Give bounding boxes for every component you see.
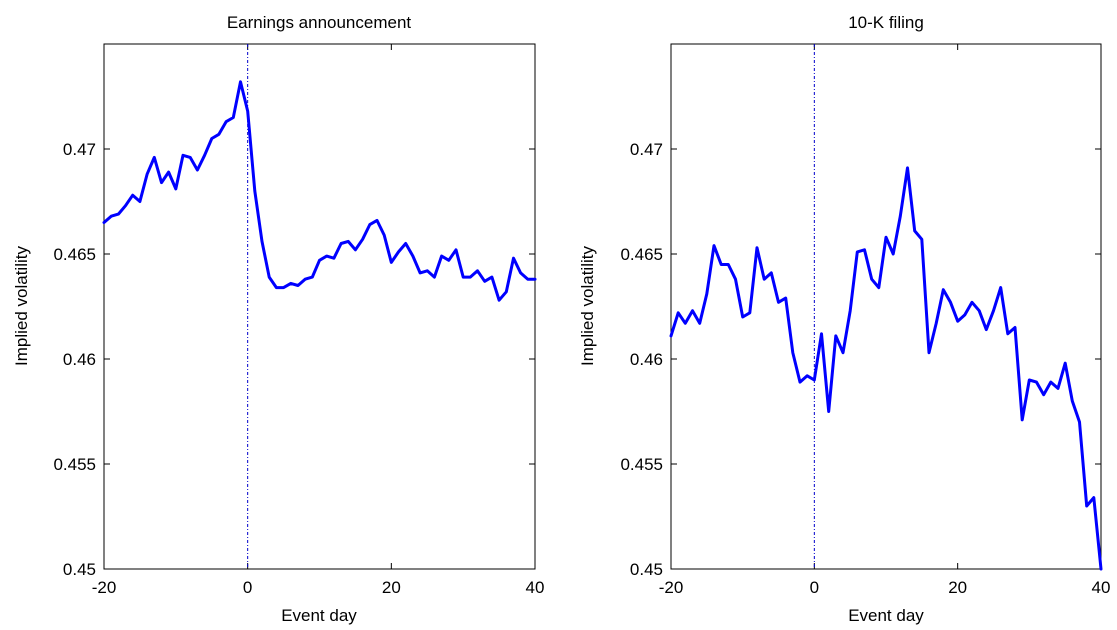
chart-title: Earnings announcement [227,13,412,32]
y-tick-label: 0.45 [630,560,663,579]
plot-area-frame [670,43,1102,570]
series-line [102,80,537,302]
x-tick-label: 20 [382,578,401,597]
x-axis-label: Event day [848,606,924,625]
y-tick-label: 0.47 [63,140,96,159]
chart-title: 10-K filing [848,13,924,32]
y-tick-label: 0.455 [620,455,663,474]
series-line [669,166,1103,571]
x-axis-label: Event day [281,606,357,625]
x-tick-label: 40 [1092,578,1111,597]
plot-area-frame [103,43,536,570]
x-tick-label: -20 [659,578,684,597]
y-tick-label: 0.46 [630,350,663,369]
y-tick-label: 0.46 [63,350,96,369]
chart-panel-10k: 10-K filing -20 0 20 40 0.450.4550.460.4650… [578,13,1110,625]
y-tick-group: 0.45 0.455 0.46 0.465 0.47 [620,140,1101,579]
y-tick-label: 0.465 [620,245,663,264]
chart-panel-earnings: Earnings announcement -20 0 20 40 0.45 0.455… [12,13,544,625]
y-tick-label: 0.47 [630,140,663,159]
y-tick-group: 0.45 0.455 0.46 0.465 0.47 [53,140,535,579]
x-tick-label: 0 [243,578,252,597]
x-tick-label: 20 [948,578,967,597]
y-tick-label: 0.465 [53,245,96,264]
x-tick-label: 0 [810,578,819,597]
y-axis-label: Implied volatility [12,246,31,366]
y-tick-label: 0.455 [53,455,96,474]
x-tick-group: -20 0 20 40 [659,44,1111,597]
x-tick-label: 40 [526,578,545,597]
y-tick-label: 0.45 [63,560,96,579]
x-tick-group: -20 0 20 40 [92,44,545,597]
y-axis-label: Implied volatility [578,246,597,366]
x-tick-label: -20 [92,578,117,597]
